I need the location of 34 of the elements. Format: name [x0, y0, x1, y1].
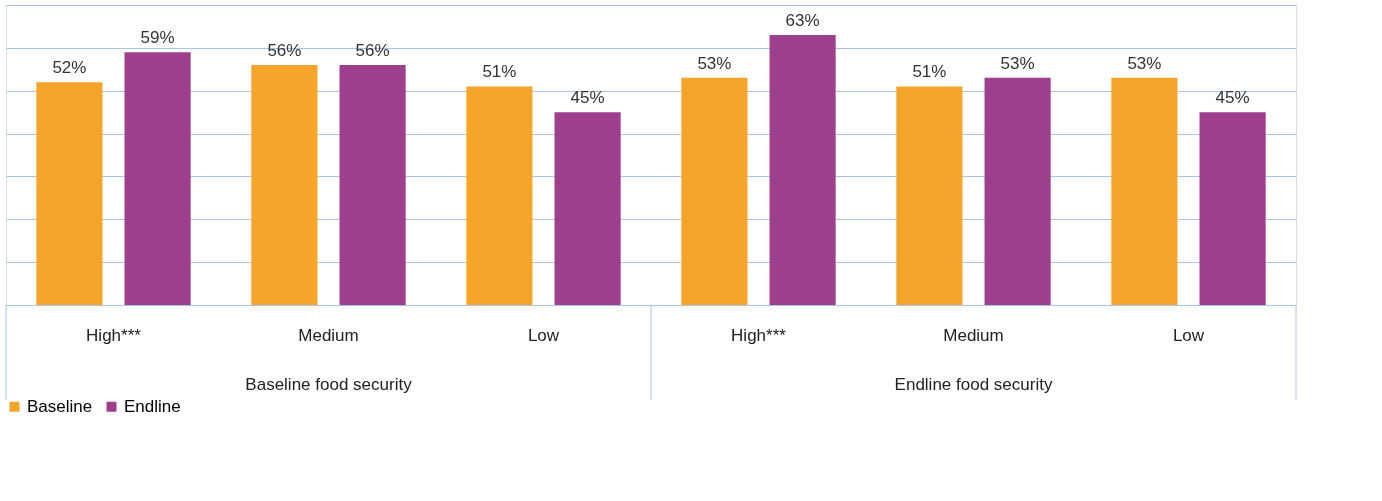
- bar: [124, 52, 191, 305]
- data-label: 53%: [697, 53, 732, 73]
- data-label: 45%: [570, 88, 605, 108]
- x-tick-label: High***: [731, 325, 787, 345]
- data-label: 51%: [482, 62, 517, 82]
- data-label: 59%: [140, 28, 175, 48]
- data-label: 63%: [785, 11, 820, 30]
- data-label: 51%: [912, 62, 947, 82]
- bar: [251, 65, 318, 305]
- data-label: 56%: [355, 41, 390, 60]
- data-label: 56%: [267, 41, 302, 60]
- text: Baseline food security: [245, 375, 413, 394]
- bar: [681, 77, 748, 305]
- data-label: 45%: [1215, 88, 1250, 108]
- legend-label: Baseline: [27, 396, 93, 416]
- data-label: 53%: [1127, 53, 1162, 73]
- x-tick-label: Low: [1172, 325, 1205, 345]
- bar: [36, 82, 103, 305]
- bar: [984, 77, 1051, 305]
- bar: [1111, 77, 1178, 305]
- bar: [466, 86, 533, 305]
- x-tick-label: Medium: [943, 325, 1004, 345]
- text: Endline food security: [894, 375, 1053, 394]
- bar: [769, 35, 836, 305]
- x-tick-label: High***: [86, 325, 142, 345]
- x-tick-label: Low: [527, 325, 560, 345]
- legend-label: Endline: [124, 396, 181, 416]
- x-tick-label: Medium: [298, 325, 359, 345]
- bar: [1199, 112, 1266, 305]
- bar: [554, 112, 621, 305]
- bar: [339, 65, 406, 305]
- data-label: 52%: [52, 58, 87, 78]
- data-label: 53%: [1000, 53, 1035, 73]
- bar: [896, 86, 963, 305]
